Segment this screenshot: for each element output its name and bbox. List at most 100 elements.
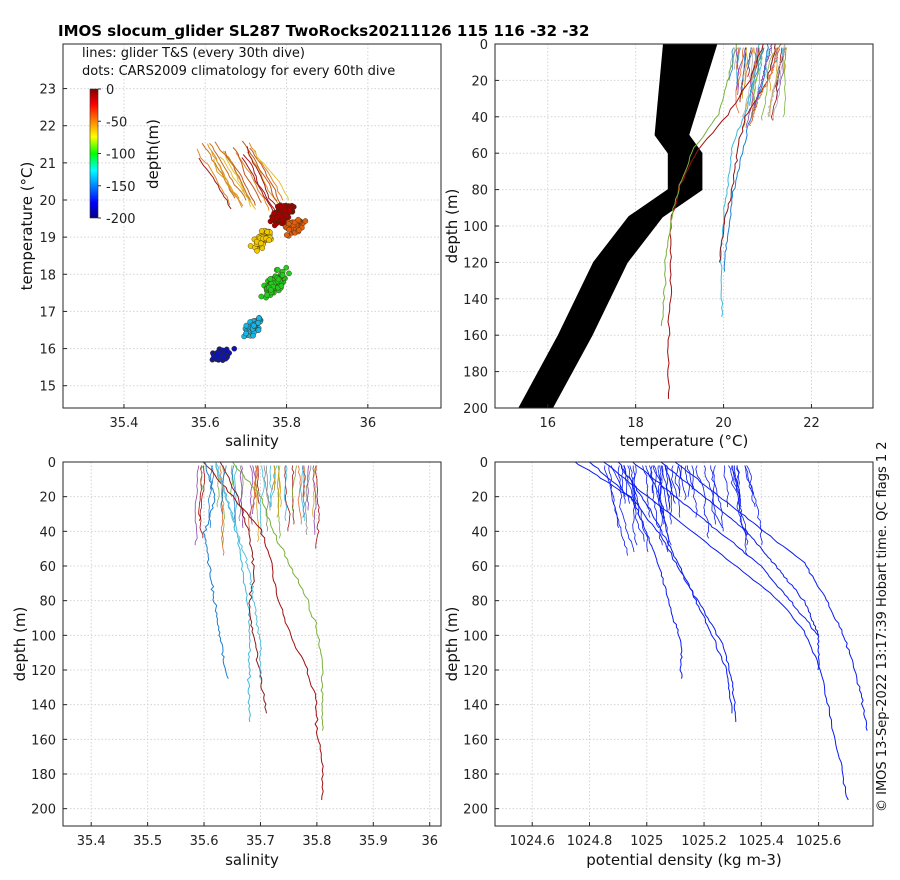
ts-glider-line — [242, 154, 276, 211]
y-tick-label: 160 — [463, 329, 488, 344]
density-glider-surface-trace — [666, 465, 673, 515]
ts-glider-line — [224, 150, 256, 206]
ts-glider-line — [241, 157, 274, 212]
salinity-glider-profile — [215, 461, 252, 723]
ts-grid — [63, 44, 441, 408]
y-tick-label: 100 — [463, 629, 488, 644]
x-tick-label: 35.5 — [133, 834, 162, 849]
salinity-glider-surface-trace — [312, 465, 317, 535]
y-tick-label: 20 — [39, 194, 56, 209]
temperature-glider-surface-trace — [770, 47, 786, 121]
salinity-glider-surface-trace — [259, 465, 265, 535]
salinity-glider-profile — [215, 461, 263, 679]
density-glider-surface-trace — [664, 465, 676, 504]
density-glider-surface-trace — [713, 465, 723, 528]
density-grid — [495, 461, 873, 826]
ts-climatology-dot — [250, 332, 256, 339]
salinity-glider-surface-trace — [315, 465, 320, 549]
density-glider-surface-trace — [617, 465, 635, 553]
temperature-glider-surface-trace — [749, 47, 755, 81]
y-tick-label: 200 — [463, 402, 488, 417]
ts-climatology-dot — [258, 293, 265, 300]
y-tick-label: 120 — [463, 664, 488, 679]
colorbar-tick-label: 0 — [106, 83, 114, 98]
figure-title: IMOS slocum_glider SL287 TwoRocks2021112… — [58, 22, 589, 40]
ts-glider-line — [235, 152, 270, 211]
temperature-glider-surface-trace — [765, 47, 769, 74]
ts-glider-line — [214, 141, 251, 201]
ts-climatology-dot — [296, 227, 302, 233]
temperature-xlabel: temperature (°C) — [620, 432, 749, 450]
x-tick-label: 35.7 — [246, 834, 275, 849]
ts-climatology-dot — [267, 276, 274, 282]
y-tick-label: 140 — [31, 699, 56, 714]
temperature-glider-surface-trace — [752, 47, 761, 110]
ts-glider-line — [246, 146, 277, 206]
density-glider-surface-trace — [731, 465, 749, 546]
ts-ylabel: temperature (°C) — [18, 162, 36, 291]
y-tick-label: 200 — [463, 803, 488, 818]
ts-climatology-dot — [254, 247, 260, 254]
salinity-grid — [63, 461, 441, 826]
density-ylabel: depth (m) — [443, 607, 461, 682]
y-tick-label: 180 — [463, 768, 488, 783]
density-glider-surface-trace — [627, 465, 641, 518]
temperature-glider-surface-trace — [768, 47, 777, 92]
colorbar-ticks: 0 -50 -100 -150 -200 — [98, 83, 136, 227]
density-glider-surface-trace — [736, 465, 748, 556]
density-glider-profile — [660, 461, 820, 636]
density-glider-surface-trace — [744, 465, 755, 494]
ts-climatology-dot — [231, 345, 238, 352]
density-axes: 1024.6 1024.8 1025 1025.2 1025.4 1025.6 0 20 40 6… — [463, 456, 874, 849]
density-glider-surface-trace — [659, 465, 672, 525]
y-tick-label: 40 — [39, 525, 56, 540]
salinity-xlabel: salinity — [225, 851, 279, 869]
ts-annotation-lines: lines: glider T&S (every 30th dive) — [82, 46, 305, 61]
salinity-glider-surface-trace — [239, 465, 244, 528]
ts-climatology-dot — [274, 266, 281, 273]
density-glider-surface-trace — [686, 465, 698, 518]
temperature-glider-profile — [753, 43, 773, 109]
ts-climatology-dot — [266, 237, 272, 243]
salinity-glider-surface-trace — [233, 465, 238, 525]
temperature-glider-surface-trace — [760, 47, 773, 121]
ts-glider-line — [201, 142, 236, 199]
salinity-glider-surface-trace — [306, 465, 310, 511]
y-tick-label: 20 — [471, 491, 488, 506]
salinity-glider-surface-trace — [215, 465, 220, 508]
x-tick-label: 35.9 — [359, 834, 388, 849]
density-glider-surface-trace — [746, 465, 756, 508]
ts-climatology-dot — [302, 218, 309, 224]
ts-glider-line — [198, 157, 232, 210]
y-tick-label: 0 — [480, 38, 488, 53]
density-glider-surface-trace — [652, 465, 665, 515]
ts-climatology-dot — [275, 276, 282, 283]
colorbar-label: depth(m) — [144, 119, 162, 189]
x-tick-label: 36 — [360, 416, 377, 431]
x-tick-label: 1025.6 — [796, 834, 842, 849]
x-tick-label: 35.8 — [302, 834, 331, 849]
y-tick-label: 80 — [471, 595, 488, 610]
ts-climatology-dot — [268, 287, 274, 293]
temperature-glider-surface-trace — [757, 47, 763, 95]
density-glider-surface-trace — [723, 465, 729, 508]
y-tick-label: 20 — [471, 74, 488, 89]
ts-xlabel: salinity — [225, 432, 279, 450]
x-tick-label: 35.6 — [191, 416, 220, 431]
ts-climatology-dot — [283, 264, 290, 271]
x-tick-label: 1025.4 — [739, 834, 785, 849]
temperature-glider-surface-trace — [747, 47, 752, 70]
y-tick-label: 40 — [471, 111, 488, 126]
x-tick-label: 35.6 — [190, 834, 219, 849]
temperature-glider-surface-trace — [735, 47, 740, 96]
density-glider-surface-trace — [691, 465, 695, 490]
salinity-glider-surface-trace — [253, 465, 258, 497]
y-tick-label: 19 — [39, 231, 56, 246]
density-glider-surface-trace — [695, 465, 710, 539]
footer-credit: © IMOS 13-Sep-2022 13:17:39 Hobart time.… — [875, 441, 890, 812]
temperature-panel: 16 18 20 22 0 20 40 60 80 100 120 140 160 180 200 temp… — [443, 38, 874, 450]
density-xlabel: potential density (kg m-3) — [586, 851, 782, 869]
salinity-data — [194, 461, 324, 801]
salinity-glider-surface-trace — [256, 465, 260, 504]
